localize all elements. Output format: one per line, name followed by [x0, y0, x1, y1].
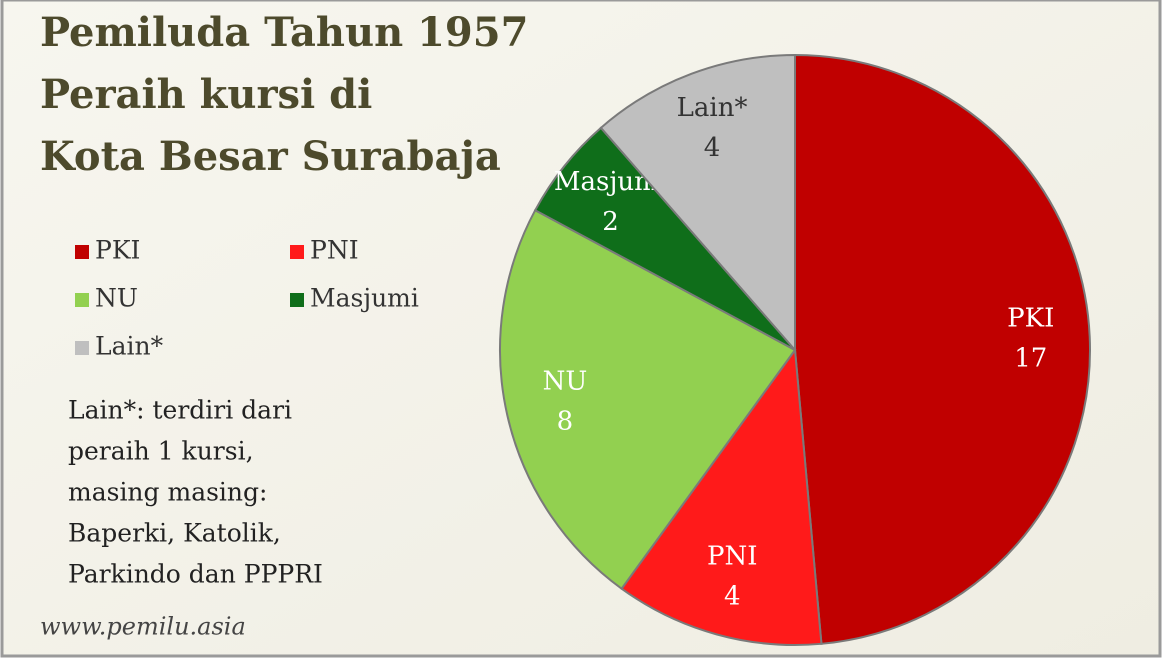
legend-label: Masjumi: [310, 284, 419, 313]
legend-label: PKI: [95, 236, 140, 265]
legend-label: NU: [95, 284, 138, 313]
legend-swatch: [75, 341, 89, 355]
source: www.pemilu.asia: [40, 613, 246, 641]
data-label: 8: [557, 407, 574, 437]
chart-title: Pemiluda Tahun 1957: [40, 9, 528, 56]
pie-slice: [620, 347, 823, 646]
legend-swatch: [75, 245, 89, 259]
legend-swatch: [290, 293, 304, 307]
data-label: 4: [724, 581, 741, 611]
annotation: Lain*: terdiri dari: [68, 396, 292, 425]
chart-title: Peraih kursi di: [40, 71, 372, 118]
data-label: 2: [602, 207, 619, 237]
legend-swatch: [290, 245, 304, 259]
annotation: masing masing:: [68, 478, 267, 507]
legend-label: PNI: [310, 236, 359, 265]
annotation: Baperki, Katolik,: [68, 519, 281, 548]
data-label: 17: [1014, 343, 1047, 373]
chart-title: Kota Besar Surabaja: [40, 133, 501, 180]
data-label-name: PNI: [707, 541, 758, 571]
pie-slice: [794, 53, 1091, 645]
pie-slice: [499, 208, 797, 591]
legend-swatch: [75, 293, 89, 307]
data-label-name: NU: [543, 367, 588, 397]
annotation: peraih 1 kursi,: [68, 437, 254, 466]
annotation: Parkindo dan PPPRI: [68, 560, 323, 589]
legend-label: Lain*: [95, 332, 164, 361]
data-label-name: PKI: [1007, 303, 1054, 333]
data-label-name: Lain*: [677, 93, 748, 123]
data-label: 4: [704, 133, 721, 163]
pie-slice: [599, 53, 796, 353]
